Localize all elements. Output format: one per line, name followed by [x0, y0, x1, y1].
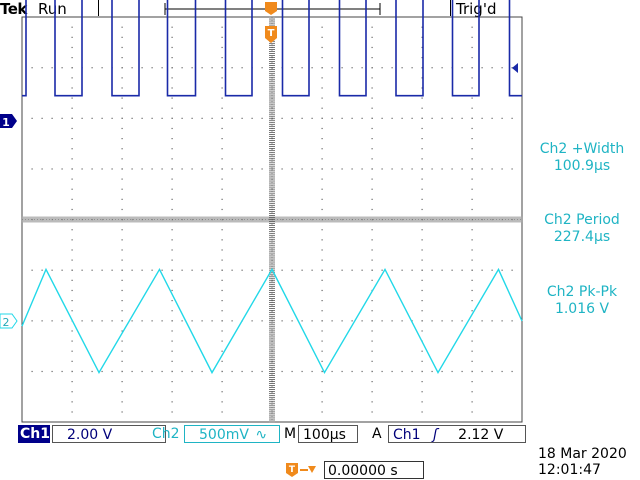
tek-logo: Tek — [0, 0, 27, 18]
measurement-value: 227.4µs — [553, 229, 611, 245]
ch1-label[interactable]: Ch1 — [18, 425, 50, 443]
graticule — [21, 16, 523, 423]
measurement-width: Ch2 +Width 100.9µs — [524, 141, 640, 175]
date: 18 Mar 2020 — [538, 446, 627, 462]
header-divider — [98, 0, 99, 16]
ch2-ground-marker[interactable]: 2 — [0, 313, 18, 329]
measurement-label: Ch2 Period — [544, 212, 620, 228]
ch2-label[interactable]: Ch2 — [152, 426, 180, 442]
measurement-pk-pk: Ch2 Pk-Pk 1.016 V — [524, 284, 640, 318]
trigger-settings[interactable]: Ch1 ʃ 2.12 V — [388, 425, 526, 443]
timebase-value[interactable]: 100µs — [298, 425, 358, 443]
channel-status-bar: Ch1 2.00 V Ch2 500mV ∿ M 100µs A Ch1 ʃ 2… — [18, 425, 526, 443]
trigger-marker-label: T — [268, 28, 275, 39]
trigger-type-label: A — [372, 426, 382, 442]
trigger-source: Ch1 — [393, 427, 421, 443]
measurement-label: Ch2 +Width — [539, 141, 625, 157]
trigger-status: Trig'd — [456, 0, 497, 18]
rising-edge-icon: ʃ — [433, 427, 438, 443]
ch2-trace — [21, 267, 523, 375]
record-trigger-icon — [265, 2, 277, 15]
measurement-value: 1.016 V — [554, 301, 610, 317]
ch2-marker-label: 2 — [3, 316, 10, 329]
measurement-label: Ch2 Pk-Pk — [546, 284, 618, 300]
trigger-level-icon[interactable] — [512, 63, 518, 73]
ch1-scale[interactable]: 2.00 V — [52, 425, 166, 443]
ac-coupling-icon: ∿ — [255, 427, 268, 443]
acquisition-status: Run — [38, 0, 67, 18]
svg-text:T: T — [289, 465, 296, 475]
ch1-ground-marker[interactable]: 1 — [0, 114, 17, 129]
trigger-position-value[interactable]: 0.00000 s — [324, 461, 424, 479]
measurement-value: 100.9µs — [553, 158, 611, 174]
header-divider — [450, 0, 451, 16]
timebase-label: M — [284, 426, 297, 442]
time: 12:01:47 — [538, 462, 601, 478]
ch2-scale: 500mV — [199, 427, 249, 443]
trigger-level: 2.12 V — [458, 427, 504, 443]
trigger-position-icon: T — [286, 463, 316, 477]
ch2-scale-box[interactable]: 500mV ∿ — [184, 425, 280, 443]
trigger-position-marker[interactable]: T — [265, 26, 277, 43]
ch1-marker-label: 1 — [2, 116, 10, 129]
measurement-period: Ch2 Period 227.4µs — [524, 212, 640, 246]
